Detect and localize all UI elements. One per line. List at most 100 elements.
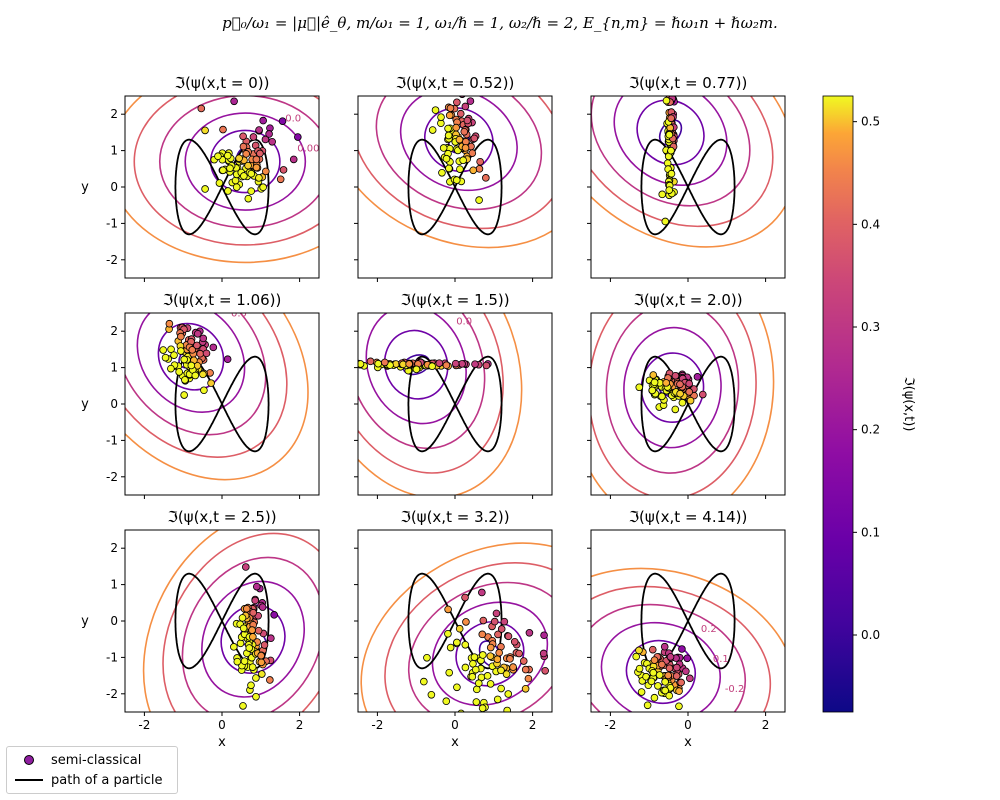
scatter-point xyxy=(256,149,264,158)
scatter-point xyxy=(444,629,452,638)
subplot-title: ℑ(ψ(x,t = 0)) xyxy=(175,74,270,92)
contour-line xyxy=(181,556,319,712)
scatter-point xyxy=(259,183,267,192)
scatter-point xyxy=(165,319,174,328)
plot-area: 0.0 xyxy=(358,313,523,495)
y-tick-label: -2 xyxy=(106,687,118,701)
scatter-point xyxy=(463,116,472,125)
contour-line xyxy=(591,96,785,248)
scatter-point xyxy=(175,368,183,376)
scatter-point xyxy=(257,658,266,667)
scatter-point xyxy=(475,196,483,204)
scatter-point xyxy=(254,626,263,635)
scatter-point xyxy=(251,596,259,605)
contour-line xyxy=(125,313,309,481)
scatter-point xyxy=(223,355,232,364)
x-tick-label: 2 xyxy=(529,718,537,732)
scatter-point xyxy=(468,672,477,681)
scatter-point xyxy=(180,391,188,399)
y-tick-label: -1 xyxy=(106,650,118,664)
scatter-point xyxy=(478,630,487,639)
subplot-panel: -2 0 2 -2 -1 0 1 2 x y ℑ(ψ(x,t = 2.5)) xyxy=(81,508,320,750)
contour-label: 0.2 xyxy=(701,624,717,635)
scatter-point xyxy=(661,686,669,695)
scatter-point xyxy=(232,183,241,191)
scatter-point xyxy=(446,104,455,112)
scatter-point xyxy=(170,351,178,359)
contour-line xyxy=(201,580,306,698)
scatter-point xyxy=(366,357,375,366)
scatter-point xyxy=(493,695,502,704)
scatter-point xyxy=(685,379,693,388)
scatter-point xyxy=(661,678,669,686)
y-axis-label: y xyxy=(81,614,89,629)
scatter-point xyxy=(482,174,490,182)
scatter-point xyxy=(279,166,288,174)
scatter-point xyxy=(230,643,238,651)
contour-label: 0.0 xyxy=(285,114,301,125)
scatter-point xyxy=(462,618,470,626)
scatter-point xyxy=(247,681,255,690)
plot-area: 0.0 0.00 xyxy=(125,96,319,264)
scatter-point xyxy=(658,660,666,669)
scatter-point xyxy=(262,167,270,176)
scatter-point xyxy=(247,187,255,195)
scatter-point xyxy=(521,684,530,693)
scatter-point xyxy=(453,638,461,647)
scatter-point xyxy=(494,630,502,639)
scatter-point xyxy=(497,625,506,633)
contour-line xyxy=(125,313,267,436)
scatter-point xyxy=(461,640,470,649)
legend: semi-classical path of a particle xyxy=(6,746,178,794)
contour-line xyxy=(600,621,722,712)
scatter-point xyxy=(457,709,465,712)
scatter-point xyxy=(181,376,189,384)
subplot-panel: 0.0 ℑ(ψ(x,t = 1.5)) xyxy=(354,291,553,499)
scatter-point xyxy=(226,164,234,173)
scatter-point xyxy=(468,149,477,157)
y-tick-label: 1 xyxy=(110,361,118,375)
particle-path-line xyxy=(407,355,503,453)
contour-label: 0.1 xyxy=(713,654,729,665)
subplot-panel: -2 0 2 x ℑ(ψ(x,t = 3.2)) xyxy=(354,508,553,750)
scatter-point xyxy=(224,187,232,195)
scatter-point xyxy=(453,683,461,692)
scatter-point xyxy=(667,169,676,178)
scatter-point xyxy=(428,362,436,371)
scatter-point xyxy=(428,126,437,134)
scatter-point xyxy=(504,690,513,698)
scatter-point xyxy=(245,644,254,652)
scatter-point xyxy=(665,186,673,194)
y-tick-label: -1 xyxy=(106,433,118,447)
subplot-title: ℑ(ψ(x,t = 3.2)) xyxy=(400,508,509,526)
scatter-point xyxy=(471,665,480,674)
scatter-point xyxy=(455,624,464,633)
scatter-point xyxy=(635,664,644,673)
contour-label: 0.2 xyxy=(737,714,753,725)
x-tick-label: 0 xyxy=(684,718,692,732)
scatter-point xyxy=(635,646,643,655)
scatter-point xyxy=(506,655,514,663)
scatter-point xyxy=(180,355,188,364)
scatter-point xyxy=(240,172,248,180)
scatter-point xyxy=(461,144,470,152)
scatter-point xyxy=(492,609,501,618)
scatter-point xyxy=(239,702,247,710)
scatter-point xyxy=(240,657,249,665)
scatter-point xyxy=(244,161,252,170)
scatter-point xyxy=(650,656,659,664)
particle-path-line xyxy=(407,572,503,670)
scatter-point xyxy=(655,671,664,679)
scatter-point xyxy=(231,176,240,185)
y-tick-label: 2 xyxy=(110,541,118,555)
contour-label: 0.00 xyxy=(297,144,319,155)
scatter-point xyxy=(249,633,257,641)
colorbar-tick-label: 0.2 xyxy=(861,423,880,437)
y-axis-label: y xyxy=(81,180,89,195)
scatter-point xyxy=(219,166,227,175)
scatter-point xyxy=(278,117,287,125)
scatter-point xyxy=(358,359,359,365)
scatter-point xyxy=(255,174,263,182)
scatter-point xyxy=(500,617,509,626)
scatter-point xyxy=(671,405,680,414)
